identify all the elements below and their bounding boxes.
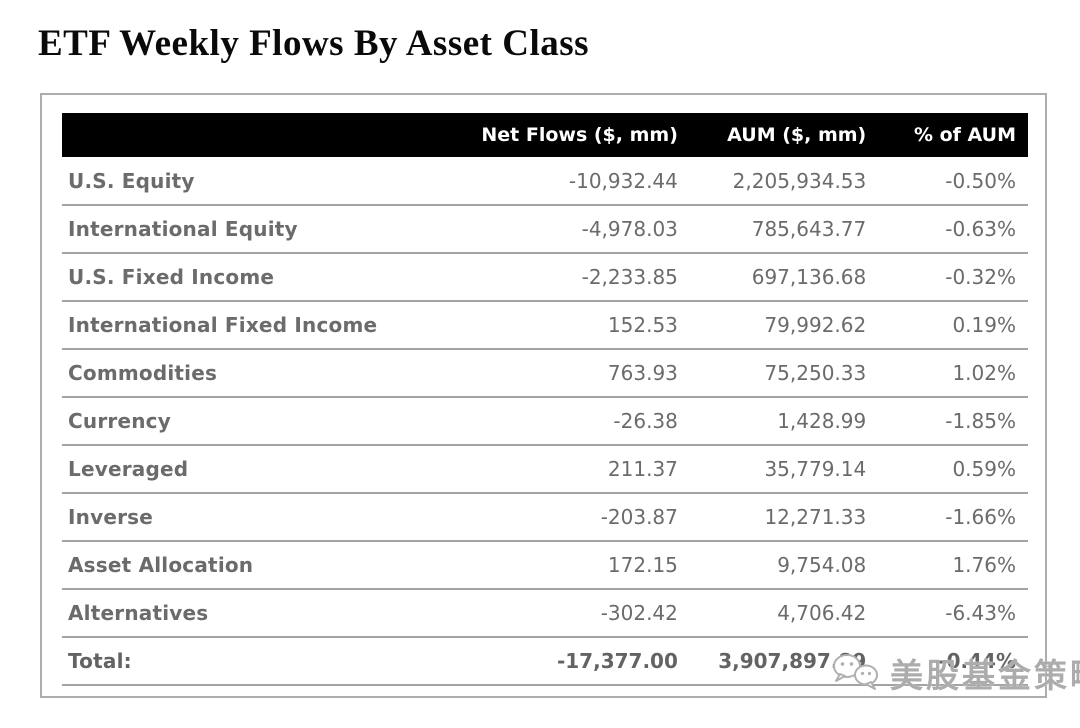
total-label: Total: (62, 637, 423, 686)
total-row: Total: -17,377.00 3,907,897.89 -0.44% (62, 637, 1028, 686)
column-header-asset-class (62, 113, 423, 157)
net-flows-value: 172.15 (422, 541, 690, 590)
net-flows-value: -203.87 (422, 493, 690, 542)
aum-value: 1,428.99 (689, 397, 879, 446)
column-header-net-flows: Net Flows ($, mm) (422, 113, 690, 157)
table-row: U.S. Fixed Income -2,233.85 697,136.68 -… (62, 253, 1028, 302)
pct-aum-value: -0.32% (878, 253, 1028, 302)
aum-value: 35,779.14 (689, 445, 879, 494)
pct-aum-value: -6.43% (878, 589, 1028, 638)
pct-aum-value: 0.19% (878, 301, 1028, 350)
net-flows-value: -2,233.85 (422, 253, 690, 302)
table-row: International Fixed Income 152.53 79,992… (62, 301, 1028, 350)
aum-value: 9,754.08 (689, 541, 879, 590)
net-flows-value: -10,932.44 (422, 157, 690, 206)
asset-class-label: U.S. Fixed Income (62, 253, 423, 302)
table-row: U.S. Equity -10,932.44 2,205,934.53 -0.5… (62, 157, 1028, 206)
asset-class-label: Leveraged (62, 445, 423, 494)
aum-value: 4,706.42 (689, 589, 879, 638)
column-header-aum: AUM ($, mm) (689, 113, 879, 157)
net-flows-value: -26.38 (422, 397, 690, 446)
asset-class-label: Currency (62, 397, 423, 446)
table-row: Asset Allocation 172.15 9,754.08 1.76% (62, 541, 1028, 590)
total-net-flows-value: -17,377.00 (422, 637, 690, 686)
total-aum-value: 3,907,897.89 (689, 637, 879, 686)
net-flows-value: -302.42 (422, 589, 690, 638)
asset-class-label: Asset Allocation (62, 541, 423, 590)
aum-value: 2,205,934.53 (689, 157, 879, 206)
net-flows-value: 152.53 (422, 301, 690, 350)
pct-aum-value: 0.59% (878, 445, 1028, 494)
pct-aum-value: -1.66% (878, 493, 1028, 542)
aum-value: 785,643.77 (689, 205, 879, 254)
pct-aum-value: -1.85% (878, 397, 1028, 446)
pct-aum-value: 1.02% (878, 349, 1028, 398)
table-row: Leveraged 211.37 35,779.14 0.59% (62, 445, 1028, 494)
net-flows-value: 763.93 (422, 349, 690, 398)
asset-class-label: International Equity (62, 205, 423, 254)
net-flows-value: -4,978.03 (422, 205, 690, 254)
asset-class-label: Inverse (62, 493, 423, 542)
aum-value: 75,250.33 (689, 349, 879, 398)
pct-aum-value: -0.63% (878, 205, 1028, 254)
flows-table-panel: Net Flows ($, mm) AUM ($, mm) % of AUM U… (40, 93, 1047, 698)
header-row: Net Flows ($, mm) AUM ($, mm) % of AUM (62, 113, 1028, 157)
aum-value: 697,136.68 (689, 253, 879, 302)
column-header-pct-of-aum: % of AUM (878, 113, 1028, 157)
net-flows-value: 211.37 (422, 445, 690, 494)
pct-aum-value: 1.76% (878, 541, 1028, 590)
flows-table: Net Flows ($, mm) AUM ($, mm) % of AUM U… (62, 113, 1028, 686)
aum-value: 12,271.33 (689, 493, 879, 542)
pct-aum-value: -0.50% (878, 157, 1028, 206)
table-row: International Equity -4,978.03 785,643.7… (62, 205, 1028, 254)
page-title: ETF Weekly Flows By Asset Class (38, 23, 590, 64)
asset-class-label: Alternatives (62, 589, 423, 638)
total-pct-aum-value: -0.44% (878, 637, 1028, 686)
asset-class-label: International Fixed Income (62, 301, 423, 350)
asset-class-label: U.S. Equity (62, 157, 423, 206)
table-row: Commodities 763.93 75,250.33 1.02% (62, 349, 1028, 398)
table-row: Inverse -203.87 12,271.33 -1.66% (62, 493, 1028, 542)
asset-class-label: Commodities (62, 349, 423, 398)
aum-value: 79,992.62 (689, 301, 879, 350)
table-row: Alternatives -302.42 4,706.42 -6.43% (62, 589, 1028, 638)
table-row: Currency -26.38 1,428.99 -1.85% (62, 397, 1028, 446)
